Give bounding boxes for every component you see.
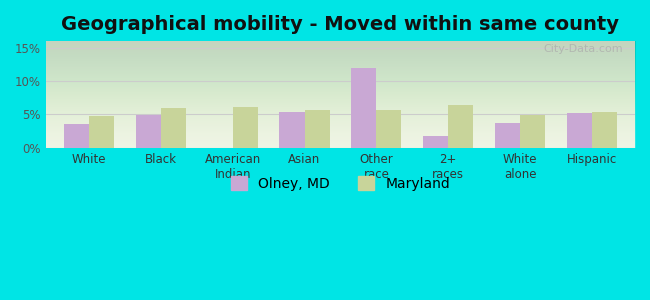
Bar [64, 124, 89, 148]
Bar [567, 113, 592, 148]
Bar [520, 115, 545, 148]
Bar [376, 110, 402, 148]
Legend: Olney, MD, Maryland: Olney, MD, Maryland [225, 170, 456, 196]
Bar [280, 112, 304, 148]
Bar [448, 105, 473, 148]
Bar [233, 107, 258, 148]
Text: City-Data.com: City-Data.com [543, 44, 623, 54]
Bar [495, 123, 520, 148]
Bar [89, 116, 114, 148]
Bar [351, 68, 376, 148]
Bar [161, 108, 186, 148]
Bar [423, 136, 448, 148]
Bar [136, 115, 161, 148]
Title: Geographical mobility - Moved within same county: Geographical mobility - Moved within sam… [62, 15, 619, 34]
Bar [592, 112, 617, 148]
Bar [304, 110, 330, 148]
